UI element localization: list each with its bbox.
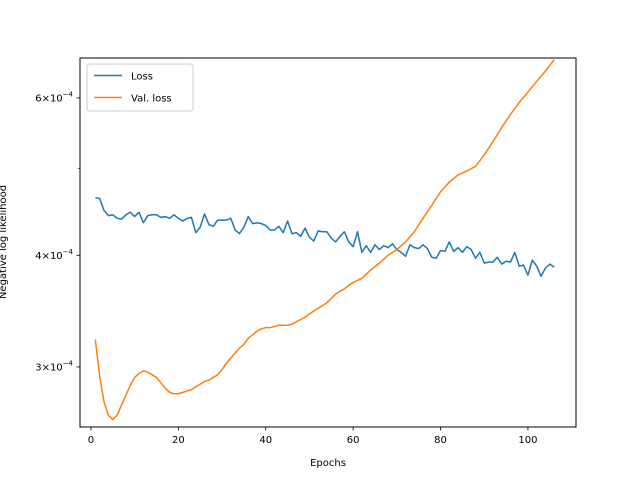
series-line-val-loss [94,59,555,421]
x-tick-label: 80 [434,435,447,446]
x-tick-label: 0 [88,435,94,446]
x-axis-label: Epochs [310,458,346,469]
x-tick-label: 100 [518,435,537,446]
y-tick-label: 4×10−4 [35,248,73,262]
x-tick-label: 40 [259,435,272,446]
legend-label-loss: Loss [131,72,153,83]
legend: Loss Val. loss [86,63,194,112]
series-line-loss [95,196,555,277]
series-layer [94,59,555,421]
y-tick-label: 3×10−4 [35,359,73,373]
y-axis-label: Negative log likelihood [0,185,9,299]
x-axis-ticks: 0 20 40 60 80 100 [88,427,537,446]
legend-label-val-loss: Val. loss [131,94,172,105]
y-axis-ticks: 3×10−4 4×10−4 6×10−4 [35,90,80,373]
x-tick-label: 20 [172,435,185,446]
x-tick-label: 60 [347,435,360,446]
y-tick-label: 6×10−4 [35,90,73,104]
plot-frame [79,57,577,428]
